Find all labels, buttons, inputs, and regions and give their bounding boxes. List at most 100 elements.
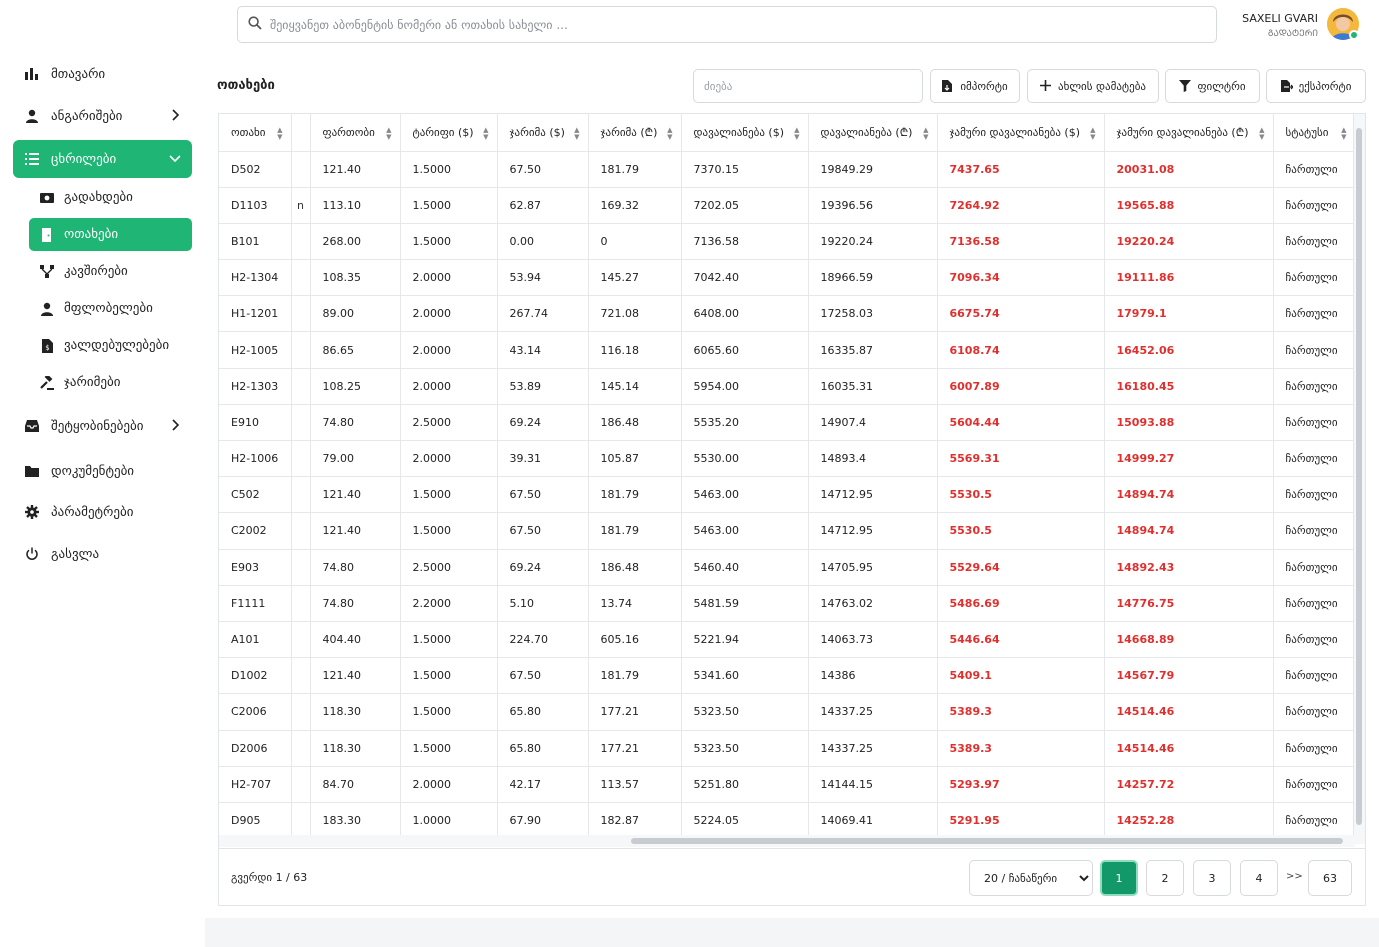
column-header-fine-gel[interactable]: ჯარიმა (₾) ▲ ▼ [588,114,682,152]
page-button-last[interactable]: 63 [1308,860,1352,896]
table-row[interactable]: F1111 74.80 2.2000 5.10 13.74 5481.59 14763.02… [219,585,1356,622]
table-cell: 145.14 [588,368,682,405]
table-cell: 181.79 [588,512,682,550]
table-row[interactable]: E910 74.80 2.5000 69.24 186.48 5535.20 14907.4… [219,404,1356,442]
table-cell: n [291,187,311,224]
horizontal-scrollbar[interactable] [631,838,1343,844]
table-cell: 69.24 [497,549,589,586]
table-row[interactable]: H2-1006 79.00 2.0000 39.31 105.87 5530.00 1489… [219,440,1356,478]
table-cell: 5535.20 [681,404,809,442]
table-cell: 67.90 [497,802,589,840]
table-cell: 1.5000 [400,476,498,514]
column-header-area[interactable]: ფართობი ▲ ▼ [310,114,401,152]
table-row[interactable]: E903 74.80 2.5000 69.24 186.48 5460.40 14705.9… [219,549,1356,586]
column-header-total-debt-gel[interactable]: ჯამური დავალიანება (₾) ▲ ▼ [1104,114,1274,152]
sidebar-item-accounts[interactable]: ანგარიშები [13,97,192,135]
table-cell: 19565.88 [1104,187,1274,224]
sidebar-item-notifications[interactable]: შეტყობინებები [13,407,192,445]
table-row[interactable]: H1-1201 89.00 2.0000 267.74 721.08 6408.00 172… [219,295,1356,333]
network-icon [39,264,55,280]
import-button[interactable]: იმპორტი [930,69,1020,103]
column-header-total-debt-usd[interactable]: ჯამური დავალიანება ($) ▲ ▼ [937,114,1105,152]
records-per-page-select[interactable]: 20 / ჩანაწერი [969,860,1093,896]
table-cell: 121.40 [310,512,401,550]
page-button-4[interactable]: 4 [1240,860,1278,896]
table-row[interactable]: D905 183.30 1.0000 67.90 182.87 5224.05 14069.… [219,802,1356,840]
table-cell: D2006 [219,730,292,767]
page-button-1[interactable]: 1 [1100,860,1138,896]
table-cell: 1.5000 [400,621,498,659]
table-cell: 16035.31 [808,368,938,405]
table-cell: ჩართული [1273,404,1356,442]
table-row[interactable]: D1103 n 113.10 1.5000 62.87 169.32 7202.05 1939… [219,187,1356,224]
sort-icon: ▲ ▼ [386,126,392,141]
column-header-status[interactable]: სტატუსი ▲ ▼ [1273,114,1356,152]
table-cell: 1.0000 [400,802,498,840]
sidebar-subitem-connections[interactable]: კავშირები [29,255,192,288]
table-cell: ჩართული [1273,730,1356,767]
table-row[interactable]: C2002 121.40 1.5000 67.50 181.79 5463.00 14712… [219,512,1356,550]
table-cell: 5463.00 [681,512,809,550]
column-header-room[interactable]: ოთახი ▲ ▼ [219,114,292,152]
column-header-fine-usd[interactable]: ჯარიმა ($) ▲ ▼ [497,114,589,152]
table-row[interactable]: D2006 118.30 1.5000 65.80 177.21 5323.50 14337… [219,730,1356,767]
table-search-input[interactable] [693,69,923,103]
rooms-panel: ოთახები იმპორტი ახლის დამატება ფილტრი ექ… [205,48,1379,918]
table-cell [291,693,311,731]
export-button[interactable]: ექსპორტი [1266,69,1366,103]
table-cell: 2.0000 [400,440,498,478]
sidebar-subitem-rooms[interactable]: ოთახები [29,218,192,251]
sidebar-subitem-fines[interactable]: ჯარიმები [29,366,192,399]
table-row[interactable]: H2-1005 86.65 2.0000 43.14 116.18 6065.60 1633… [219,331,1356,369]
table-cell: 5389.3 [937,693,1105,731]
import-button-label: იმპორტი [960,79,1008,93]
table-row[interactable]: C2006 118.30 1.5000 65.80 177.21 5323.50 14337… [219,693,1356,731]
table-header-row: ოთახი ▲ ▼ ფართობი ▲ ▼ ტარიფი ($) ▲ ▼ ჯარიმა ($… [219,114,1356,152]
page-button-3[interactable]: 3 [1193,860,1231,896]
table-cell: 65.80 [497,693,589,731]
table-cell: 14063.73 [808,621,938,659]
sidebar-item-tables[interactable]: ცხრილები [13,140,192,178]
sidebar-subitem-obligations[interactable]: $ ვალდებულებები [29,329,192,362]
sidebar-item-label: პარამეტრები [51,504,134,520]
table-cell: 267.74 [497,295,589,333]
door-icon [39,227,55,243]
table-row[interactable]: D502 121.40 1.5000 67.50 181.79 7370.15 19849.… [219,151,1356,188]
table-cell: 17979.1 [1104,295,1274,333]
search-input[interactable] [270,17,1216,32]
column-header-debt-gel[interactable]: დავალიანება (₾) ▲ ▼ [808,114,938,152]
table-row[interactable]: H2-1304 108.35 2.0000 53.94 145.27 7042.40 189… [219,259,1356,297]
table-cell [291,259,311,297]
sort-icon: ▲ ▼ [483,126,489,141]
table-cell: 5604.44 [937,404,1105,442]
table-row[interactable]: D1002 121.40 1.5000 67.50 181.79 5341.60 14386… [219,657,1356,695]
sidebar-item-documents[interactable]: დოკუმენტები [13,452,192,490]
rooms-table: ოთახი ▲ ▼ ფართობი ▲ ▼ ტარიფი ($) ▲ ▼ ჯარიმა ($… [219,114,1356,840]
sidebar-subitem-payments[interactable]: გადახდები [29,181,192,214]
table-row[interactable]: H2-707 84.70 2.0000 42.17 113.57 5251.80 14144… [219,766,1356,803]
table-cell: 7136.58 [681,223,809,261]
table-row[interactable]: C502 121.40 1.5000 67.50 181.79 5463.00 14712.… [219,476,1356,514]
add-new-button[interactable]: ახლის დამატება [1027,69,1159,103]
table-cell: 6675.74 [937,295,1105,333]
table-cell: 1.5000 [400,730,498,767]
sidebar-item-dashboard[interactable]: მთავარი [13,55,192,93]
top-bar: SAXELI GVARI ᲒᲐᲓᲐᲢᲔᲠᲘ [205,0,1379,48]
sidebar-item-logout[interactable]: გასვლა [13,535,192,573]
sidebar-subitem-owners[interactable]: მფლობელები [29,292,192,325]
vertical-scrollbar[interactable] [1356,128,1362,825]
table-cell: 7096.34 [937,259,1105,297]
table-row[interactable]: A101 404.40 1.5000 224.70 605.16 5221.94 14063… [219,621,1356,659]
table-cell: 14999.27 [1104,440,1274,478]
table-cell: 74.80 [310,404,401,442]
table-cell [291,476,311,514]
page-button-2[interactable]: 2 [1146,860,1184,896]
table-row[interactable]: H2-1303 108.25 2.0000 53.89 145.14 5954.00 160… [219,368,1356,405]
table-cell: 14894.74 [1104,476,1274,514]
column-header-debt-usd[interactable]: დავალიანება ($) ▲ ▼ [681,114,809,152]
table-row[interactable]: B101 268.00 1.5000 0.00 0 7136.58 19220.24 7136… [219,223,1356,261]
sidebar: მთავარი ანგარიშები ცხრილები გადახდებ [0,0,205,947]
sidebar-item-settings[interactable]: პარამეტრები [13,493,192,531]
column-header-tariff[interactable]: ტარიფი ($) ▲ ▼ [400,114,498,152]
filter-button[interactable]: ფილტრი [1165,69,1260,103]
